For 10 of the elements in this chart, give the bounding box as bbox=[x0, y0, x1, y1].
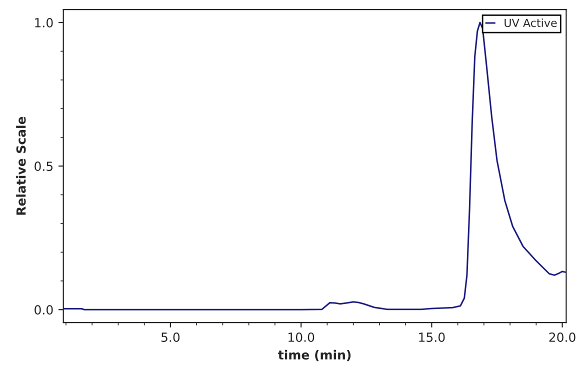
legend-label: UV Active bbox=[504, 18, 557, 28]
y-tick-label: 1.0 bbox=[35, 18, 53, 28]
x-tick-label: 20.0 bbox=[549, 332, 576, 342]
x-axis-title: time (min) bbox=[278, 350, 351, 362]
x-tick-label: 5.0 bbox=[161, 332, 180, 342]
y-tick-label: 0.5 bbox=[34, 162, 53, 172]
y-tick-label: 0.0 bbox=[34, 305, 53, 315]
y-axis-title: Relative Scale bbox=[16, 116, 26, 215]
x-tick-label: 10.0 bbox=[288, 332, 314, 342]
x-tick-label: 15.0 bbox=[419, 332, 445, 342]
